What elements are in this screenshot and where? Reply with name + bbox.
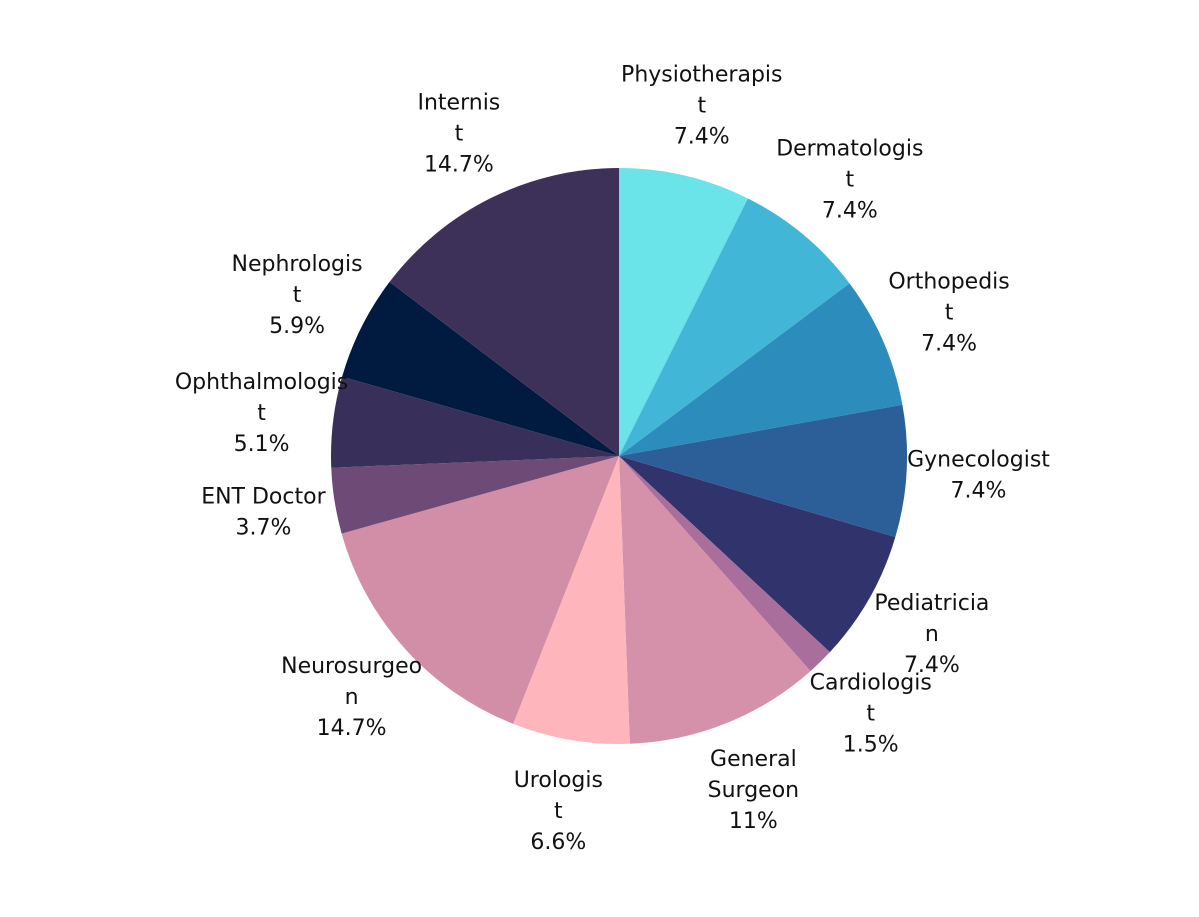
pie-value-label: 14.7% [424,153,494,178]
pie-category-label: Cardiologis [810,670,932,695]
pie-value-label: 14.7% [317,716,387,741]
pie-category-label: ENT Doctor [201,485,326,510]
pie-value-label: 11% [729,809,778,834]
pie-category-label: Internis [418,91,501,116]
pie-label-orthopedist: Orthopedis t 7.4% [888,269,1009,356]
pie-slice-physiotherapist [619,168,748,456]
pie-value-label: 7.4% [674,125,730,150]
pie-label-ent-doctor: ENT Doctor 3.7% [201,485,326,541]
pie-labels: Physiotherapis t 7.4% Dermatologis t 7.4%Orth… [175,63,1050,855]
pie-slice-ophthalmologist [331,376,619,468]
pie-slice-cardiologist [619,456,830,672]
pie-value-label: 7.4% [822,199,878,224]
pie-label-nephrologist: Nephrologis t 5.9% [232,252,363,339]
pie-category-label: General [710,747,797,772]
pie-value-label: 7.4% [951,479,1007,504]
pie-label-internist: Internis t 14.7% [418,91,501,178]
pie-category-label: Physiotherapis [621,63,782,88]
pie-category-label: Ophthalmologis [175,370,348,395]
pie-label-physiotherapist: Physiotherapis t 7.4% [621,63,782,150]
pie-value-label: 5.1% [234,432,290,457]
pie-slice-urologist [513,456,630,745]
pie-slice-ent-doctor [331,456,619,534]
pie-slice-nephrologist [342,281,619,456]
pie-category-label: t [293,283,302,308]
pie-category-label: n [925,622,939,647]
pie-category-label: Orthopedis [888,269,1009,294]
pie-slices [331,168,907,745]
pie-category-label: Dermatologis [776,137,923,162]
pie-slice-pediatrician [619,456,896,653]
pie-label-gynecologist: Gynecologist 7.4% [907,448,1050,504]
pie-label-generalsurgeon: General Surgeon 11% [708,747,799,834]
pie-slice-generalsurgeon [619,456,811,744]
pie-value-label: 6.6% [530,830,586,855]
pie-category-label: t [846,168,855,193]
pie-slice-internist [389,168,619,456]
pie-label-pediatrician: Pediatricia n 7.4% [874,591,989,678]
pie-slice-orthopedist [619,283,903,456]
pie-slice-dermatologist [619,198,850,457]
pie-category-label: t [554,799,563,824]
pie-slice-neurosurgeon [341,456,619,724]
pie-label-neurosurgeon: Neurosurgeo n 14.7% [281,654,422,741]
pie-category-label: t [945,300,954,325]
pie-value-label: 1.5% [843,732,899,757]
pie-category-label: Nephrologis [232,252,363,277]
pie-category-label: n [345,685,359,710]
pie-category-label: Neurosurgeo [281,654,422,679]
pie-category-label: Pediatricia [874,591,989,616]
pie-category-label: t [866,701,875,726]
pie-label-urologist: Urologis t 6.6% [514,768,603,855]
pie-category-label: t [697,94,706,119]
pie-label-dermatologist: Dermatologis t 7.4% [776,137,923,224]
pie-category-label: t [455,122,464,147]
pie-label-ophthalmologist: Ophthalmologis t 5.1% [175,370,348,457]
pie-category-label: Gynecologist [907,448,1050,473]
pie-value-label: 7.4% [921,331,977,356]
pie-value-label: 3.7% [235,516,291,541]
pie-value-label: 5.9% [269,314,325,339]
pie-category-label: Surgeon [708,778,799,803]
pie-category-label: Urologis [514,768,603,793]
pie-slice-gynecologist [619,404,907,538]
pie-category-label: t [257,401,266,426]
pie-value-label: 7.4% [904,653,960,678]
pie-label-cardiologist: Cardiologis t 1.5% [810,670,932,757]
